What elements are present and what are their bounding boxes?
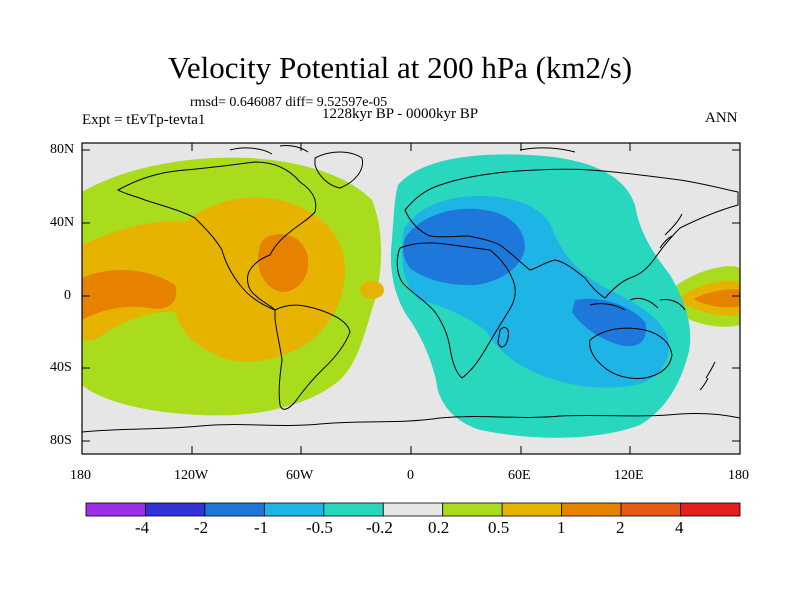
colorbar-swatch-4 (263, 502, 325, 517)
colorbar-label-5: -0.2 (366, 518, 393, 537)
colorbar-swatch-2 (145, 502, 206, 517)
map-title: Velocity Potential at 200 hPa (km2/s) (167, 50, 633, 85)
colorbar-swatch-1 (85, 502, 146, 517)
colorbar (85, 502, 741, 517)
lon-label-60w: 60W (286, 468, 314, 483)
season-label: ANN (705, 110, 738, 126)
lon-label-0: 0 (407, 468, 414, 483)
lat-label-40n: 40N (50, 215, 75, 230)
colorbar-label-9: 2 (616, 518, 625, 537)
coast-australia (589, 327, 673, 379)
colorbar-swatch-10 (620, 502, 681, 517)
coast-south-america (274, 304, 351, 410)
coast-madagascar (497, 327, 509, 348)
colorbar-label-8: 1 (557, 518, 566, 537)
colorbar-swatch-11 (680, 502, 741, 517)
colorbar-swatch-3 (204, 502, 265, 517)
lon-label-180w: 180 (70, 468, 91, 483)
contour-negative-1b (572, 298, 647, 347)
lat-label-40s: 40S (50, 360, 72, 375)
coast-arctic-islands (229, 145, 576, 155)
experiment-label: Expt = tEvTp-tevta1 (82, 112, 206, 128)
colorbar-swatch-5 (323, 502, 384, 517)
contour-positive-0.5b (360, 281, 384, 299)
colorbar-label-2: -2 (194, 518, 209, 537)
lat-label-80n: 80N (50, 142, 75, 157)
contour-positive-1b (258, 234, 309, 292)
colorbar-label-10: 4 (675, 518, 684, 537)
coast-greenland (314, 151, 364, 189)
coastlines (82, 145, 740, 433)
axis-ticks (81, 143, 741, 454)
lat-label-0: 0 (64, 288, 71, 303)
coast-indonesia (589, 297, 686, 311)
colorbar-swatch-8 (501, 502, 563, 517)
colorbar-label-3: -1 (254, 518, 269, 537)
coast-new-zealand (699, 361, 716, 391)
coast-africa (396, 242, 516, 379)
rmsd-diff-text: rmsd= 0.646087 diff= 9.52597e-05 (190, 95, 388, 110)
lat-label-80s: 80S (50, 433, 72, 448)
colorbar-label-1: -4 (135, 518, 150, 537)
lon-label-120w: 120W (174, 468, 209, 483)
contour-positive-pacific-east-1 (695, 289, 740, 308)
lon-label-180e: 180 (728, 468, 749, 483)
coast-japan (659, 213, 683, 249)
colorbar-swatch-9 (561, 502, 622, 517)
colorbar-swatch-6 (382, 502, 444, 517)
colorbar-swatch-7 (442, 502, 503, 517)
period-text: 1228kyr BP - 0000kyr BP (322, 106, 479, 122)
lon-label-60e: 60E (508, 468, 531, 483)
colorbar-label-7: 0.5 (488, 518, 510, 537)
coast-north-america (116, 161, 317, 311)
contour-positive-1 (82, 269, 177, 320)
coast-antarctica (82, 413, 740, 433)
lon-label-120e: 120E (614, 468, 644, 483)
colorbar-label-6: 0.2 (428, 518, 450, 537)
coast-eurasia (404, 168, 739, 299)
colorbar-label-4: -0.5 (306, 518, 333, 537)
contour-field (82, 143, 740, 454)
